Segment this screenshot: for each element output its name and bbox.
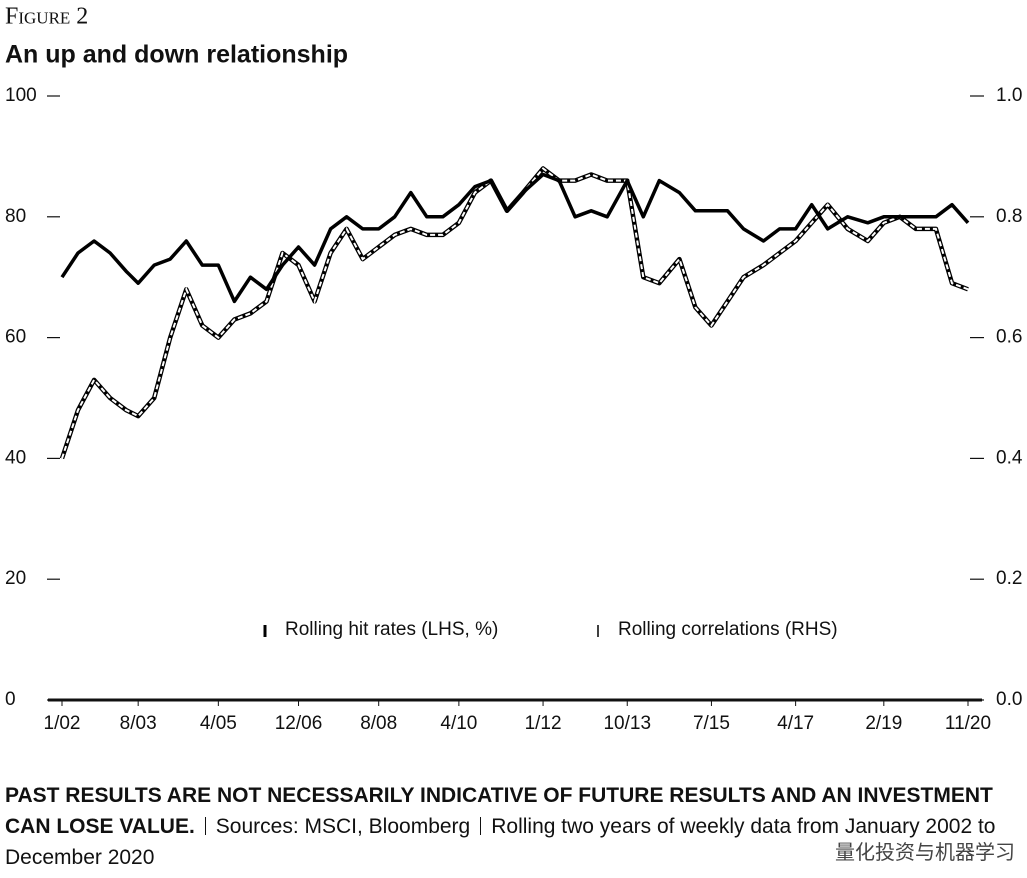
y-tick-label: 100 [5, 85, 37, 106]
note: Rolling two years of weekly data from Ja… [5, 815, 996, 869]
x-tick-label: 7/15 [693, 713, 730, 734]
y2-tick-label: 0.2 [996, 568, 1022, 589]
x-tick-label: 4/17 [777, 713, 814, 734]
separator [480, 817, 482, 835]
y-tick-label: 20 [5, 568, 26, 589]
y2-tick-label: 0.6 [996, 327, 1022, 348]
y2-tick-label: 1.0 [996, 85, 1022, 106]
x-tick-label: 4/10 [440, 713, 477, 734]
footnote: PAST RESULTS ARE NOT NECESSARILY INDICAT… [5, 780, 1015, 873]
x-tick-label: 12/06 [275, 713, 323, 734]
x-tick-label: 8/08 [360, 713, 397, 734]
x-tick-label: 11/20 [945, 713, 991, 734]
x-tick-label: 4/05 [200, 713, 237, 734]
chart: Figure 2 An up and down relationship 0 20… [5, 4, 1023, 735]
y-tick-label: 0 [5, 689, 16, 710]
x-tick-label: 2/19 [865, 713, 902, 734]
y2-tick-label: 0.8 [996, 206, 1022, 227]
disclaimer: PAST RESULTS ARE NOT NECESSARILY INDICAT… [5, 784, 993, 838]
y-tick-label: 60 [5, 327, 26, 348]
x-tick-label: 10/13 [603, 713, 651, 734]
legend-label: Rolling hit rates (LHS, %) [285, 619, 498, 640]
y-tick-label: 80 [5, 206, 26, 227]
x-tick-label: 8/03 [120, 713, 157, 734]
y-tick-label: 40 [5, 447, 26, 468]
watermark: 量化投资与机器学习 [835, 840, 1015, 864]
x-tick-label: 1/02 [44, 713, 81, 734]
y2-tick-label: 0.4 [996, 447, 1023, 468]
chart-title: An up and down relationship [5, 41, 348, 69]
y2-tick-label: 0.0 [996, 689, 1022, 710]
series-line [60, 172, 970, 304]
separator [204, 817, 206, 835]
sources: Sources: MSCI, Bloomberg [215, 815, 471, 838]
legend-label: Rolling correlations (RHS) [618, 619, 838, 640]
figure-label: Figure 2 [5, 4, 88, 30]
x-tick-label: 1/12 [525, 713, 562, 734]
